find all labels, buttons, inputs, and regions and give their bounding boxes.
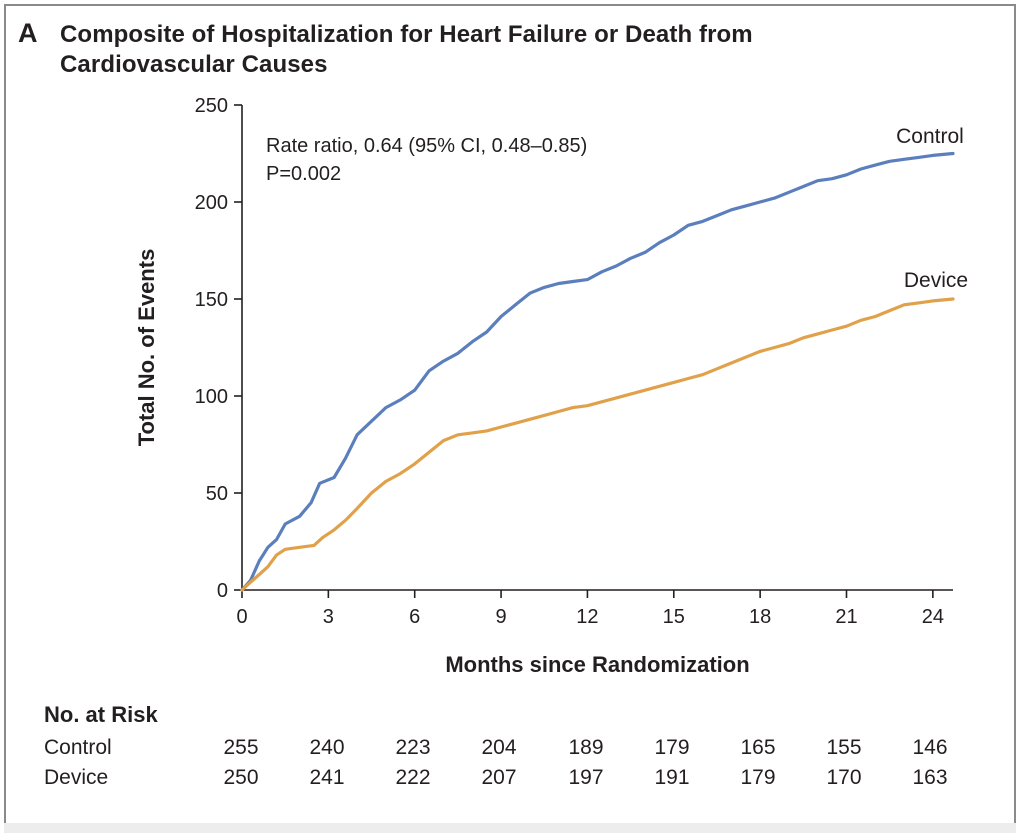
risk-count: 191 [654,766,690,789]
figure-frame [4,4,1016,824]
risk-count: 163 [912,766,948,789]
risk-count: 170 [826,766,862,789]
bottom-rule [4,823,1016,833]
risk-count: 165 [740,736,776,759]
risk-row-label: Device [44,766,109,789]
y-axis-title: Total No. of Events [134,249,159,447]
risk-row-device: Device 250 241 222 207 197 191 179 170 1… [0,766,1024,796]
risk-count: 189 [568,736,604,759]
x-axis-title: Months since Randomization [445,652,749,677]
x-tick-label: 6 [409,606,420,628]
series-label-control: Control [896,125,964,148]
x-tick-label: 18 [749,606,771,628]
y-tick-label: 200 [195,192,228,214]
risk-count: 241 [309,766,345,789]
series-label-device: Device [904,269,968,292]
risk-row-control: Control 255 240 223 204 189 179 165 155 … [0,736,1024,766]
series-line-device [240,297,955,592]
risk-row-label: Control [44,736,112,759]
risk-count: 240 [309,736,345,759]
x-tick-label: 0 [236,606,247,628]
risk-count: 204 [481,736,517,759]
annotation-text: P=0.002 [266,163,341,185]
risk-count: 250 [223,766,259,789]
risk-count: 207 [481,766,517,789]
chart-title: Composite of Hospitalization for Heart F… [60,21,753,78]
x-tick-label: 21 [835,606,857,628]
panel-label: A [18,18,38,48]
x-tick-label: 24 [922,606,944,628]
y-tick-label: 150 [195,289,228,311]
x-tick-label: 15 [663,606,685,628]
risk-table-heading: No. at Risk [44,702,158,727]
x-tick-label: 12 [576,606,598,628]
y-tick-label: 0 [217,580,228,602]
risk-count: 255 [223,736,259,759]
risk-count: 179 [740,766,776,789]
x-tick-label: 3 [323,606,334,628]
x-tick-label: 9 [496,606,507,628]
risk-count: 179 [654,736,690,759]
y-tick-label: 100 [195,386,228,408]
risk-count: 146 [912,736,948,759]
y-tick-label: 50 [206,483,228,505]
risk-count: 222 [395,766,431,789]
risk-count: 197 [568,766,604,789]
risk-count: 155 [826,736,862,759]
series-line-control [240,151,955,592]
annotation-text: Rate ratio, 0.64 (95% CI, 0.48–0.85) [266,135,587,157]
y-tick-label: 250 [195,95,228,117]
risk-count: 223 [395,736,431,759]
